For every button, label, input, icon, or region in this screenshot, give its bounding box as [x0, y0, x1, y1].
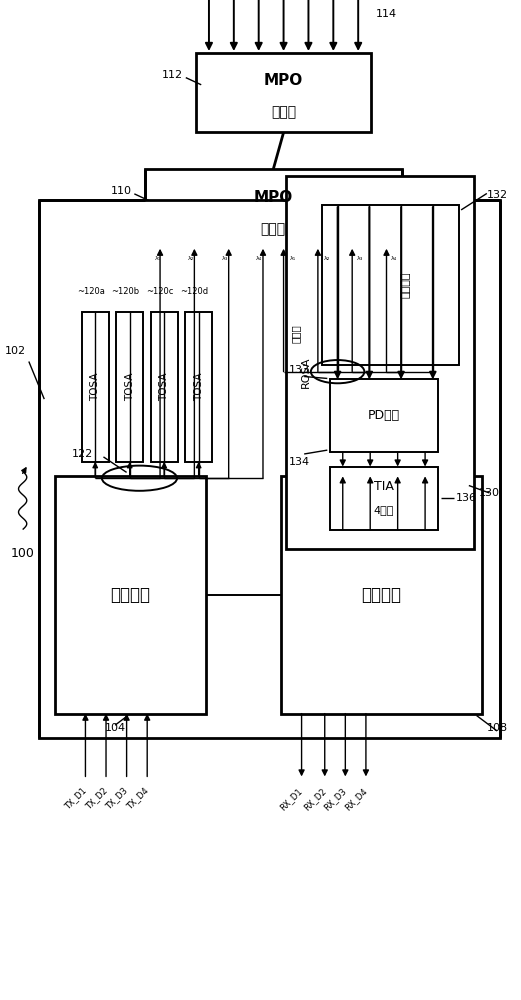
Text: 133: 133	[289, 365, 309, 375]
Text: TOSA: TOSA	[194, 372, 204, 401]
Bar	[82, 312, 108, 462]
Text: λ₂: λ₂	[324, 256, 330, 261]
Text: 连接器: 连接器	[271, 106, 296, 120]
Text: TOSA: TOSA	[90, 372, 100, 401]
Text: 光纤阵列: 光纤阵列	[401, 272, 411, 298]
Text: 108: 108	[487, 723, 508, 733]
Text: λ₁: λ₁	[290, 256, 296, 261]
Text: 100: 100	[11, 547, 34, 560]
Text: RX_D1: RX_D1	[278, 786, 304, 812]
Text: 接收电路: 接收电路	[362, 586, 401, 604]
Text: 134: 134	[289, 457, 310, 467]
Text: 114: 114	[376, 9, 398, 19]
Text: TOSA: TOSA	[125, 372, 135, 401]
Bar	[145, 169, 402, 249]
Text: 102: 102	[5, 346, 26, 356]
Text: 130: 130	[479, 488, 500, 498]
Bar	[39, 200, 500, 738]
Text: MPO: MPO	[254, 190, 293, 205]
Text: TX_D1: TX_D1	[63, 786, 88, 811]
Text: TX_D4: TX_D4	[125, 786, 150, 811]
Bar	[286, 176, 474, 549]
Text: λ₄: λ₄	[256, 256, 262, 261]
Text: ~120c: ~120c	[146, 287, 173, 296]
Bar	[330, 467, 438, 530]
Text: TX_D3: TX_D3	[104, 786, 129, 812]
Text: RX_D4: RX_D4	[343, 786, 368, 812]
Text: 112: 112	[162, 70, 183, 80]
Bar	[151, 312, 178, 462]
Text: TX_D2: TX_D2	[83, 786, 108, 811]
Text: TOSA: TOSA	[159, 372, 169, 401]
Text: 多信道: 多信道	[290, 324, 301, 343]
Text: λ₁: λ₁	[154, 256, 160, 261]
Text: λ₃: λ₃	[222, 256, 228, 261]
Text: 104: 104	[105, 723, 126, 733]
Text: 122: 122	[72, 449, 93, 459]
Text: ~120a: ~120a	[77, 287, 105, 296]
Text: ROSA: ROSA	[301, 356, 311, 388]
Text: 4信道: 4信道	[374, 505, 394, 515]
Text: 110: 110	[111, 186, 132, 196]
Text: λ₃: λ₃	[357, 256, 364, 261]
Bar	[330, 379, 438, 452]
Text: λ₄: λ₄	[391, 256, 398, 261]
Bar	[196, 53, 371, 132]
Text: PD阵列: PD阵列	[368, 409, 400, 422]
Text: ~120b: ~120b	[111, 287, 139, 296]
Bar	[281, 476, 482, 714]
Text: 132: 132	[487, 190, 508, 200]
Text: TIA: TIA	[374, 480, 394, 493]
Text: ~120d: ~120d	[180, 287, 208, 296]
Bar	[55, 476, 206, 714]
Text: 连接器: 连接器	[260, 222, 286, 236]
Text: λ₂: λ₂	[188, 256, 194, 261]
Text: 发射电路: 发射电路	[110, 586, 151, 604]
Bar	[322, 205, 458, 365]
Bar	[185, 312, 212, 462]
Text: MPO: MPO	[264, 73, 303, 88]
Bar	[116, 312, 143, 462]
Text: 136: 136	[456, 493, 477, 503]
Text: RX_D2: RX_D2	[302, 786, 327, 812]
Text: RX_D3: RX_D3	[322, 786, 348, 812]
